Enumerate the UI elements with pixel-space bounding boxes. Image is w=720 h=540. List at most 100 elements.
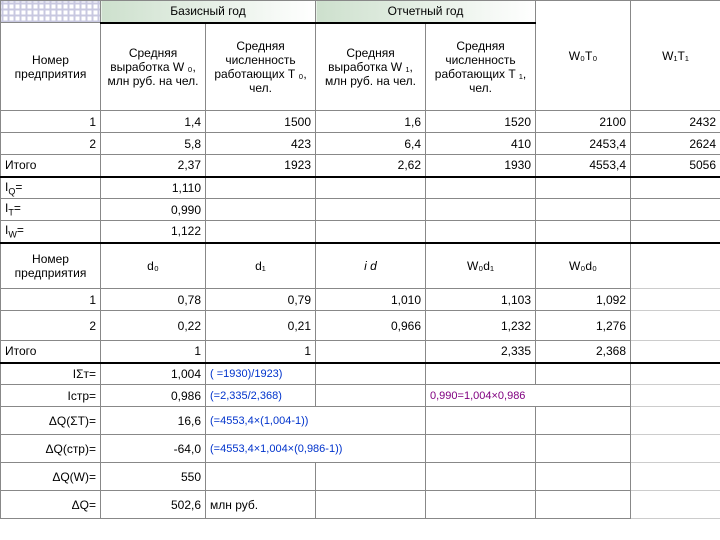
cell: 5056 — [631, 155, 720, 177]
header-w1: Средняя выработка W ₁, млн руб. на чел. — [316, 23, 426, 111]
cell — [631, 311, 720, 341]
cell: 0,78 — [101, 289, 206, 311]
cell: 0,22 — [101, 311, 206, 341]
cell: 4553,4 — [536, 155, 631, 177]
cell: 2,368 — [536, 341, 631, 363]
cell — [426, 221, 536, 243]
cell — [426, 491, 536, 519]
cell: 2,335 — [426, 341, 536, 363]
cell: 1,4 — [101, 111, 206, 133]
calc-row-dqw: ΔQ(W)= 550 — [1, 463, 720, 491]
cell: 1 — [206, 341, 316, 363]
cell — [206, 177, 316, 199]
index-row-iw: IW= 1,122 — [1, 221, 720, 243]
total-label: Итого — [1, 155, 101, 177]
calc-formula: ( =1930)/1923) — [206, 363, 316, 385]
cell: 1520 — [426, 111, 536, 133]
cell: 2624 — [631, 133, 720, 155]
cell — [316, 463, 426, 491]
index-row-it: IT= 0,990 — [1, 199, 720, 221]
cell: 2453,4 — [536, 133, 631, 155]
cell — [426, 463, 536, 491]
cell: 6,4 — [316, 133, 426, 155]
cell: 0,79 — [206, 289, 316, 311]
calc-value: 550 — [101, 463, 206, 491]
total-label: Итого — [1, 341, 101, 363]
cell — [631, 243, 720, 289]
cell — [536, 199, 631, 221]
cell — [631, 199, 720, 221]
cell — [631, 385, 720, 407]
cell: 1923 — [206, 155, 316, 177]
cell: 1,6 — [316, 111, 426, 133]
calc-formula: (=2,335/2,368) — [206, 385, 316, 407]
cell — [316, 177, 426, 199]
cell — [426, 363, 536, 385]
cell — [631, 341, 720, 363]
header-w0t0: W₀T₀ — [536, 1, 631, 111]
cell — [316, 363, 426, 385]
cell: 2100 — [536, 111, 631, 133]
calc-row-dq: ΔQ= 502,6 млн руб. — [1, 491, 720, 519]
cell — [316, 491, 426, 519]
calc-label: IΣт= — [1, 363, 101, 385]
calc-row-dqstr: ΔQ(стр)= -64,0 (=4553,4×1,004×(0,986-1)) — [1, 435, 720, 463]
cell: 2,62 — [316, 155, 426, 177]
calc-label: ΔQ(W)= — [1, 463, 101, 491]
purple-note: 0,990=1,004×0,986 — [426, 385, 631, 407]
iw-value: 1,122 — [101, 221, 206, 243]
cell — [316, 341, 426, 363]
header-w0: Средняя выработка W ₀, млн руб. на чел. — [101, 23, 206, 111]
main-table: Базисный год Отчетный год W₀T₀ W₁T₁ Номе… — [0, 0, 720, 519]
table-row-total: Итого 1 1 2,335 2,368 — [1, 341, 720, 363]
cell — [631, 407, 720, 435]
calc-unit: млн руб. — [206, 491, 316, 519]
cell — [536, 221, 631, 243]
cell — [426, 407, 536, 435]
cell: 5,8 — [101, 133, 206, 155]
cell: 1500 — [206, 111, 316, 133]
calc-row-icstr: Iстр= 0,986 (=2,335/2,368) 0,990=1,004×0… — [1, 385, 720, 407]
calc-row-dqst: ΔQ(ΣT)= 16,6 (=4553,4×(1,004-1)) — [1, 407, 720, 435]
cell: 0,966 — [316, 311, 426, 341]
table2-header: Номер предприятия d₀ d₁ i d W₀d₁ W₀d₀ — [1, 243, 720, 289]
cell — [426, 435, 536, 463]
cell: 2432 — [631, 111, 720, 133]
cell: 1 — [101, 341, 206, 363]
calc-formula: (=4553,4×(1,004-1)) — [206, 407, 426, 435]
cell: 2,37 — [101, 155, 206, 177]
calc-label: ΔQ= — [1, 491, 101, 519]
index-row-iq: IQ= 1,110 — [1, 177, 720, 199]
iq-value: 1,110 — [101, 177, 206, 199]
cell — [316, 199, 426, 221]
cell — [536, 177, 631, 199]
header-id: i d — [316, 243, 426, 289]
cell — [631, 491, 720, 519]
iq-label: IQ= — [1, 177, 101, 199]
calc-label: ΔQ(стр)= — [1, 435, 101, 463]
cell: 2 — [1, 311, 101, 341]
it-label: IT= — [1, 199, 101, 221]
cell — [536, 435, 631, 463]
cell — [631, 435, 720, 463]
cell: 1,232 — [426, 311, 536, 341]
header-report-year: Отчетный год — [316, 1, 536, 23]
cell — [631, 289, 720, 311]
calc-formula: (=4553,4×1,004×(0,986-1)) — [206, 435, 426, 463]
header-d1: d₁ — [206, 243, 316, 289]
cell: 1930 — [426, 155, 536, 177]
cell: 410 — [426, 133, 536, 155]
cell — [631, 363, 720, 385]
header-d0: d₀ — [101, 243, 206, 289]
calc-label: ΔQ(ΣT)= — [1, 407, 101, 435]
header-t1: Средняя численность работающих T ₁, чел. — [426, 23, 536, 111]
cell: 1,010 — [316, 289, 426, 311]
cell — [631, 177, 720, 199]
calc-value: 16,6 — [101, 407, 206, 435]
it-value: 0,990 — [101, 199, 206, 221]
header-w1t1: W₁T₁ — [631, 1, 720, 111]
cell — [536, 363, 631, 385]
decorative-pattern — [1, 1, 101, 23]
calc-value: 1,004 — [101, 363, 206, 385]
cell — [206, 199, 316, 221]
